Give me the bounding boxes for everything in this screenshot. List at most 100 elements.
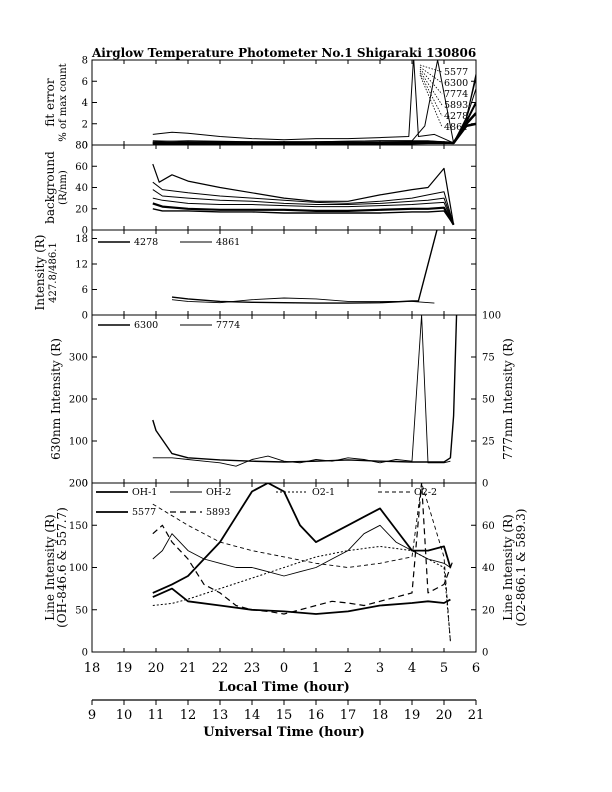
legend-5577: 5577 [444,67,468,78]
legend-leader [419,66,443,84]
ylabel: 427.8/486.1 [48,242,59,303]
series-line-OH-1 [152,483,452,594]
series-line-bg-2 [152,181,455,225]
ut-tick: 12 [180,708,197,723]
ytick-label: 4 [82,98,88,109]
ytick-label: 8 [82,56,88,67]
local-time-label: Local Time (hour) [218,680,350,695]
ytick-label: 0 [82,648,88,659]
local-time-tick: 2 [344,661,352,676]
panel-oxygen-red-green: 0 100 200 300 0 25 50 75 100 630nm Intensity (R) 7… [49,311,515,490]
chart-title: Airglow Temperature Photometer No.1 Shig… [91,46,476,60]
ylabel: 630nm Intensity (R) [49,338,63,460]
ytick-label: 150 [69,521,88,532]
ytick-label: 100 [69,437,88,448]
series-line-OH-2 [152,524,451,577]
ylabel: Intensity (R) [33,235,47,311]
ytick-label: 40 [75,183,88,194]
local-time-tick: 4 [408,661,416,676]
series-line-bg-4 [152,197,455,225]
ytick-label: 6 [82,285,88,296]
y2tick-label: 60 [482,521,495,532]
local-time-tick: 22 [212,661,229,676]
local-time-tick: 23 [244,661,261,676]
ytick-label: 200 [69,395,88,406]
series-line-4278 [171,230,438,304]
legend-6300: 6300 [444,78,468,89]
ytick-label: 0 [82,479,88,490]
y2tick-label: 40 [482,563,495,574]
panel-blue-lines: 0 6 12 18 Intensity (R) 427.8/486.1 4278 4861 [33,229,477,322]
legend-leader [419,72,443,117]
ylabel: (OH-846.6 & 557.7) [55,507,69,628]
series-line-5893 [152,483,455,615]
legend-leader [419,70,443,106]
legend-5893: 5893 [206,507,230,518]
y2tick-label: 50 [482,395,495,406]
plot-area [171,230,438,304]
ytick-label: 100 [69,563,88,574]
ytick-label: 12 [75,260,88,271]
series-line-5893 [152,102,476,144]
legend-4861: 4861 [444,122,468,133]
ytick-label: 200 [69,479,88,490]
ut-tick: 19 [404,708,421,723]
series-line-4861 [152,122,476,145]
panel-fit-error: 0 2 4 6 8 fit error% of max count 557763007774… [43,56,477,152]
ylabel: fit error [43,78,57,126]
ut-tick: 13 [212,708,229,723]
ut-tick: 17 [340,708,357,723]
panel-frame [91,314,477,484]
plot-area [152,163,455,226]
legend-4278: 4278 [444,111,468,122]
plot-area [152,60,476,145]
ytick-label: 300 [69,353,88,364]
legend-6300: 6300 [134,320,158,331]
series-line-O2-1 [152,545,451,642]
local-time-tick: 18 [84,661,101,676]
legend-OH-2: OH-2 [206,487,231,498]
ut-tick: 14 [244,708,261,723]
series-line-5577 [152,587,451,615]
legend-leader [419,74,443,128]
y2tick-label: 25 [482,437,495,448]
ytick-label: 20 [75,204,88,215]
ytick-label: 18 [75,234,88,245]
legend-7774: 7774 [444,89,468,100]
series-line-bg-5 [152,202,455,226]
series-line-4278 [152,112,476,145]
local-time-tick: 3 [376,661,384,676]
ytick-label: 0 [82,141,88,152]
ylabel: background [43,151,57,224]
y2label: (O2-866.1 & 589.3) [514,509,528,627]
legend-5893: 5893 [444,100,468,111]
ylabel: (R/nm) [58,170,69,205]
ut-tick: 16 [308,708,325,723]
ut-tick: 9 [88,708,96,723]
y2label: 777nm Intensity (R) [501,338,515,460]
series-line-O2-2 [152,483,451,642]
local-time-tick: 20 [148,661,165,676]
series-line-7774 [152,315,451,467]
ut-tick: 21 [468,708,485,723]
y2tick-label: 0 [482,479,488,490]
series-line-5577 [152,60,476,144]
y2label: Line Intensity (R) [501,514,515,620]
panel-frame [91,144,477,231]
legend-leader [419,64,443,73]
ut-tick: 20 [436,708,453,723]
legend-O2-2: O2-2 [414,487,437,498]
panel-background: 0 20 40 60 80 background (R/nm) [43,141,477,237]
legend-7774: 7774 [216,320,240,331]
ytick-label: 60 [75,162,88,173]
local-time-tick: 5 [440,661,448,676]
ytick-label: 50 [75,605,88,616]
ut-tick: 15 [276,708,293,723]
ytick-label: 0 [82,226,88,237]
ut-tick: 10 [116,708,133,723]
plot-area [152,315,458,467]
ylabel: Line Intensity (R) [43,514,57,620]
series-line-bg-6 [152,208,455,226]
local-time-tick: 21 [180,661,197,676]
